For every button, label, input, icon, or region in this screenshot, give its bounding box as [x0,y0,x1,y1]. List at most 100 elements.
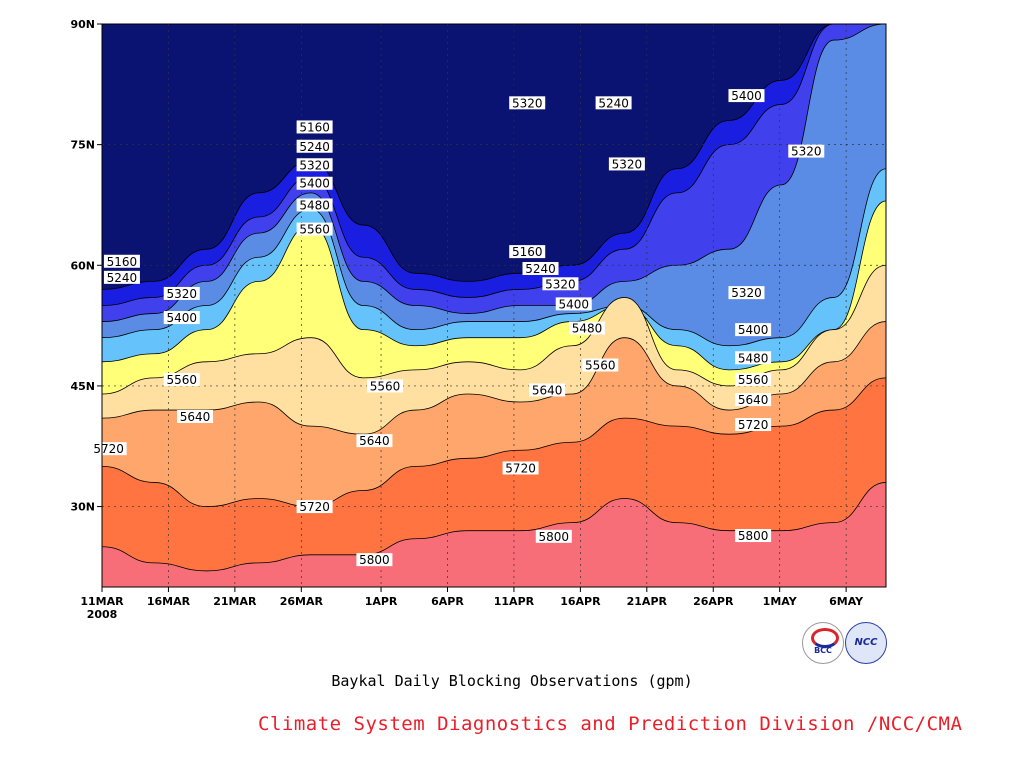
bcc-logo: BCC [802,622,844,664]
contour-label-bg [296,176,333,190]
contour-label-bg [735,372,772,386]
contour-label-bg [535,529,572,543]
contour-label-bg [735,393,772,407]
contour-label-bg [735,418,772,432]
x-tick-label: 6MAY [829,595,864,608]
contour-label-bg [356,553,393,567]
contour-label: 5640 [180,410,211,424]
contour-label: 5560 [585,359,616,373]
contour-label-bg [735,323,772,337]
contour-label-bg [296,120,333,134]
contour-labels: 5160524053205400556056405720516052405320… [90,89,825,567]
contour-label: 5320 [791,145,822,159]
contour-label: 5800 [539,530,570,544]
x-tick-label: 21MAR [213,595,257,608]
contour-label: 5640 [532,383,563,397]
contour-label: 5640 [359,434,390,448]
contour-label: 5160 [512,245,543,259]
contour-label-bg [509,96,546,110]
y-tick-label: 45N [70,380,95,393]
contour-label: 5320 [612,157,643,171]
y-tick-label: 60N [70,259,95,272]
y-tick-label: 75N [70,139,95,152]
contour-label: 5480 [738,351,769,365]
contour-line-5320 [101,23,887,322]
contour-label-bg [582,358,619,372]
contour-line-5240 [101,23,886,306]
x-axis-ticks: 11MAR 16MAR 21MAR 26MAR 1APR 6APR 11APR 16APR 21… [80,587,864,621]
contour-label: 5240 [299,140,330,154]
contour-label-bg [296,198,333,212]
contour-label-bg [522,262,559,276]
contour-label-bg [296,158,333,172]
contour-label-bg [728,89,765,103]
contour-label: 5560 [370,379,401,393]
contour-label: 5720 [299,500,330,514]
x-year-label: 2008 [87,608,118,621]
contour-label: 5320 [545,277,576,291]
contour-label-bg [356,434,393,448]
contour-label: 5800 [738,529,769,543]
contour-label-bg [163,286,200,300]
contour-label-bg [163,372,200,386]
contour-label-bg [788,144,825,158]
contour-label: 5320 [299,158,330,172]
contour-line-5400 [101,168,887,347]
contour-label: 5240 [525,262,556,276]
contour-label: 5320 [166,287,197,301]
contour-label-bg [502,461,539,475]
x-tick-label: 21APR [627,595,668,608]
contour-label-bg [569,321,606,335]
contour-label-bg [90,442,127,456]
contour-label: 5480 [572,322,603,336]
chart-title: Baykal Daily Blocking Observations (gpm) [331,672,693,690]
contour-label-bg [163,311,200,325]
x-tick-label: 16MAR [147,595,191,608]
contour-line-5160 [101,23,886,290]
y-tick-label: 90N [70,18,95,31]
contour-label: 5400 [731,89,762,103]
contour-label-bg [177,409,214,423]
contour-label-bg [728,286,765,300]
contour-label-bg [103,254,140,268]
contour-line-5480 [101,200,887,371]
y-axis-ticks: 30N 45N 60N 75N 90N [70,18,102,514]
contour-label: 5720 [738,418,769,432]
contour-label-bg [542,277,579,291]
contour-label: 5400 [558,297,589,311]
contour-label-bg [367,379,404,393]
contour-label-bg [595,96,632,110]
contour-label-bg [296,139,333,153]
x-tick-label: 11APR [494,595,535,608]
x-tick-label: 16APR [560,595,601,608]
contour-line-5560 [101,264,887,395]
contour-label: 5800 [359,553,390,567]
x-tick-label: 26APR [693,595,734,608]
credit-text: Climate System Diagnostics and Predictio… [258,713,963,735]
contour-label: 5560 [166,373,197,387]
contour-label: 5720 [505,461,536,475]
x-tick-label: 1MAY [763,595,798,608]
contour-label-bg [735,529,772,543]
contour-label: 5240 [107,271,138,285]
x-tick-label: 26MAR [280,595,324,608]
contour-label: 5320 [731,286,762,300]
band-5800 [102,482,886,587]
contour-label: 5240 [598,96,629,110]
contour-label: 5400 [299,177,330,191]
contour-label-bg [555,297,592,311]
contour-label: 5560 [738,373,769,387]
contour-label-bg [103,270,140,284]
contour-label: 5320 [512,96,543,110]
contour-label-bg [529,383,566,397]
contour-bands [101,23,887,587]
contour-label: 5400 [738,323,769,337]
x-tick-label: 1APR [365,595,398,608]
contour-label: 5160 [107,255,138,269]
x-tick-label: 11MAR [80,595,124,608]
contour-label: 5640 [738,393,769,407]
contour-label-bg [296,222,333,236]
plot-frame [101,23,887,588]
ncc-logo: NCC [845,622,887,664]
